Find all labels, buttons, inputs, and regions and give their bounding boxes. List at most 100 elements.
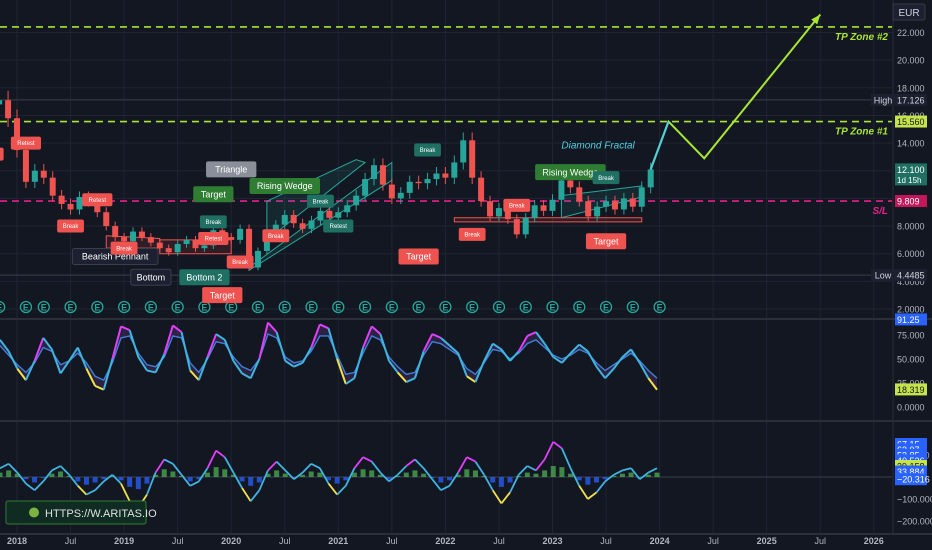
event-icon[interactable]: E [64,300,77,314]
osc1-line-segment [552,356,563,364]
pattern-marker: Break [503,198,531,212]
candle-body [121,237,128,242]
candle-body [406,181,413,193]
svg-text:Retest: Retest [205,237,223,243]
osc2-histogram-bar [542,470,548,477]
event-icon[interactable]: E [19,300,33,314]
osc2-tag[interactable] [895,473,927,486]
osc2-histogram-bar [438,477,444,483]
osc2-line-segment [120,483,131,502]
event-icon[interactable]: E [144,300,158,314]
price-tick-label: 20.000 [897,56,925,66]
candle-body [40,170,47,178]
svg-text:E: E [362,303,368,313]
osc1-line-segment [604,367,615,379]
panel-separators [0,0,932,535]
svg-text:E: E [523,303,529,313]
osc2-histogram-bar [628,472,634,477]
price-tick-label: 4.0000 [897,277,925,287]
osc2-histogram-bar [204,472,210,477]
projection-path [649,13,822,170]
event-icon[interactable]: E [37,300,50,314]
event-icon[interactable]: E [117,300,131,314]
osc2-line-segment [431,478,442,491]
osc2-histogram-bar [196,477,202,480]
event-icon[interactable]: E [251,300,265,314]
event-icon[interactable]: E [0,300,6,314]
osc1-line-segment [638,362,650,379]
event-icon[interactable]: E [573,300,586,314]
osc2-histogram-bar [507,477,513,483]
osc1-signal [0,333,658,382]
osc2-histogram-bar [645,474,651,477]
candle-body [246,228,253,268]
osc1-line-segment [647,377,658,391]
price-tag[interactable] [895,163,927,186]
svg-text:Bearish Pennant: Bearish Pennant [82,252,149,262]
price-tag[interactable] [895,115,927,128]
event-icon[interactable]: E [626,300,639,314]
osc1-line-segment [180,331,192,371]
currency-badge[interactable]: EUR [892,3,926,21]
osc2-histogram-bar [144,477,150,484]
svg-text:E: E [68,303,74,313]
osc2-histogram-bar [611,475,617,477]
event-icon[interactable]: E [91,300,104,314]
osc2-line-segment [249,489,261,502]
svg-text:E: E [469,303,475,313]
svg-text:Rising Wedge: Rising Wedge [257,181,313,191]
event-icon[interactable]: E [358,300,372,314]
candle-body [603,201,610,207]
osc1-line-segment [336,358,347,385]
event-icon[interactable]: E [278,300,291,314]
osc2-line-segment [362,456,373,463]
event-icon[interactable]: E [412,300,425,314]
osc2-line-segment [388,474,399,483]
candle-body [5,100,12,119]
price-tag[interactable] [895,195,927,208]
osc2-line-segment [466,456,476,463]
pattern-marker: Retest [323,219,354,233]
osc1-line-segment [535,331,546,345]
event-icon[interactable]: E [519,300,532,314]
event-icon[interactable]: E [599,300,613,314]
candle-body [415,181,422,184]
event-icon[interactable]: E [171,300,184,314]
osc2-histogram-bar [135,477,141,490]
event-icon[interactable]: E [466,300,479,314]
oscillator-2 [0,441,892,509]
osc2-histogram-bar [49,473,55,477]
event-icons[interactable]: EEEEEEEEEEEEEEEEEEEEEEEEEE [0,300,666,314]
watermark[interactable]: HTTPS://W.ARITAS.IO [5,500,157,525]
osc2-histogram-bar [0,472,3,477]
event-icon[interactable]: E [546,300,559,314]
time-tick-label: 2026 [864,536,884,546]
osc1-line-segment [319,323,329,330]
event-icon[interactable]: E [332,300,345,314]
time-axis[interactable]: 2018 Jul 2019 Jul 2020 Jul 2021 Jul 2022 Jul 2023 J… [7,536,884,546]
event-icon[interactable]: E [439,300,452,314]
osc1-line-segment [215,333,226,341]
event-icon[interactable]: E [653,300,666,314]
osc2-histogram-bar [213,467,219,477]
osc2-histogram-bar [256,477,262,483]
pattern-label: Target [193,186,234,203]
osc1-line-segment [301,346,313,364]
price-tag[interactable] [895,93,927,106]
osc2-line-segment [457,456,468,474]
osc1-tag[interactable] [895,383,927,396]
event-icon[interactable]: E [385,300,399,314]
price-tag[interactable] [895,269,927,282]
watermark-box[interactable] [5,500,147,525]
osc2-histogram-bar [576,477,582,481]
osc2-histogram-bar [265,473,271,477]
osc2-histogram-bar [14,473,20,477]
osc2-histogram-bar [187,477,193,482]
osc2-line-segment [518,465,528,476]
osc1-tag[interactable] [895,313,927,326]
svg-text:Break: Break [116,246,133,252]
price-axis[interactable]: 2.00004.00006.00008.000010.00012.00014.0… [871,28,932,527]
osc2-histogram-bar [369,470,375,477]
event-icon[interactable]: E [305,300,318,314]
event-icon[interactable]: E [492,300,506,314]
